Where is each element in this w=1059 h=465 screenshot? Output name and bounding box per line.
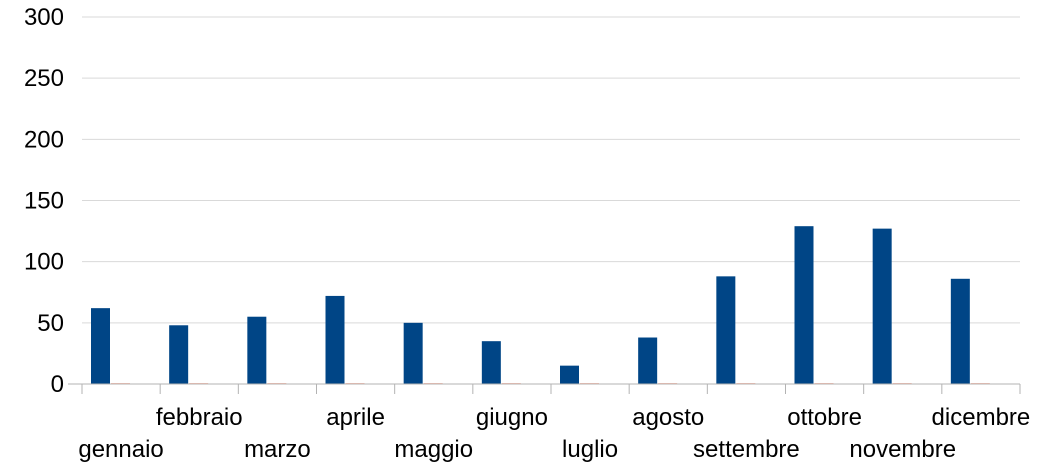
bar-aprile xyxy=(325,295,345,384)
bar-marzo xyxy=(247,316,267,384)
x-category-label-ottobre: ottobre xyxy=(787,404,862,431)
bar-agosto xyxy=(638,337,658,384)
bar-giugno xyxy=(481,341,501,384)
y-tick-label: 200 xyxy=(24,126,64,153)
bar-novembre xyxy=(872,228,892,384)
x-category-label-febbraio: febbraio xyxy=(156,404,243,431)
bar-febbraio xyxy=(169,325,189,384)
bar-gennaio xyxy=(91,308,110,384)
y-tick-label: 0 xyxy=(51,371,64,398)
bar-dicembre xyxy=(950,278,970,384)
x-category-label-luglio: luglio xyxy=(562,436,618,463)
x-category-label-maggio: maggio xyxy=(394,436,473,463)
bar-luglio xyxy=(560,365,579,384)
x-category-label-gennaio: gennaio xyxy=(78,436,163,463)
y-axis-tick-labels: 0 50 100 150 200 250 300 xyxy=(24,4,64,398)
x-axis xyxy=(68,383,1021,394)
y-tick-label: 50 xyxy=(37,310,64,337)
bar-settembre xyxy=(716,276,736,384)
bar-ottobre xyxy=(794,226,814,384)
bar-maggio xyxy=(403,322,423,384)
y-tick-label: 300 xyxy=(24,4,64,31)
grid-lines xyxy=(82,16,1020,385)
x-category-label-marzo: marzo xyxy=(244,436,311,463)
x-category-label-dicembre: dicembre xyxy=(932,404,1031,431)
x-category-label-novembre: novembre xyxy=(849,436,956,463)
y-tick-label: 100 xyxy=(24,249,64,276)
x-category-label-settembre: settembre xyxy=(693,436,800,463)
x-category-label-giugno: giugno xyxy=(476,404,548,431)
bars xyxy=(91,226,990,384)
y-tick-label: 250 xyxy=(24,65,64,92)
y-tick-label: 150 xyxy=(24,188,64,215)
x-category-label-agosto: agosto xyxy=(632,404,704,431)
x-category-label-aprile: aprile xyxy=(326,404,385,431)
